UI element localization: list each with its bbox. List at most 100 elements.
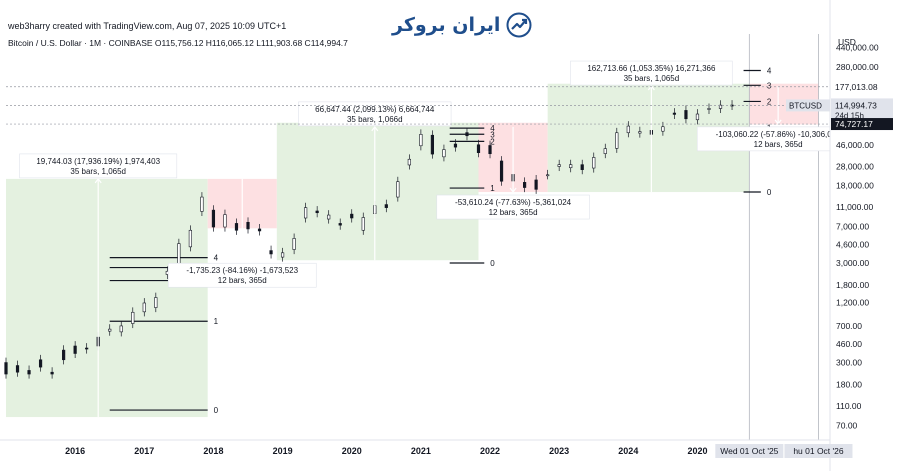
candle[interactable] [569,164,573,169]
candle[interactable] [626,125,630,134]
measure-arrowhead [509,187,517,194]
candle[interactable] [85,347,89,350]
year-tick-label: 2017 [134,446,154,456]
candle[interactable] [154,297,158,308]
candle[interactable] [27,370,31,375]
candle[interactable] [177,243,181,266]
price-tick-label: 11,000.00 [836,202,873,212]
candle[interactable] [304,207,308,219]
candle[interactable] [292,238,296,250]
candle[interactable] [695,113,700,121]
fib-level-label: 0 [767,188,772,197]
candle[interactable] [592,157,596,169]
symbol-ohlc-info: Bitcoin / U.S. Dollar · 1M · COINBASE O1… [8,38,348,48]
candle[interactable] [211,209,216,228]
up-zone [276,122,479,261]
bottom-price-tag-bg [831,118,893,131]
measure-line2: 35 bars, 1,065d [624,74,680,83]
candle[interactable] [661,126,665,132]
candle[interactable] [407,158,411,166]
up-zone [6,178,208,418]
candle[interactable] [200,196,204,212]
fib-level-label: 4 [767,66,772,75]
candle[interactable] [257,228,262,232]
candle[interactable] [580,164,584,170]
measure-line1: -53,610.24 (-77.63%) -5,361,024 [455,198,572,207]
price-tick-label: 700.00 [836,321,862,331]
candle[interactable] [534,179,538,190]
candle[interactable] [707,108,711,110]
candle[interactable] [280,252,285,258]
price-tick-label: 46,000.00 [836,140,874,150]
candle[interactable] [488,145,492,155]
price-axis-background [830,0,900,471]
candle[interactable] [419,134,423,147]
candle[interactable] [142,302,146,313]
candle[interactable] [361,217,365,231]
price-tick-label: 180.00 [836,380,862,390]
price-tick-label: 280,000.00 [836,62,879,72]
candle[interactable] [465,132,469,137]
symbol-tag: BTCUSD [789,101,822,110]
candle[interactable] [615,132,619,149]
candle[interactable] [672,112,677,115]
brand-logo: ایران بروکر [392,10,532,40]
candle[interactable] [50,371,54,375]
price-tick-label: 28,000.00 [836,161,874,171]
fib-level-label: 1 [214,317,219,326]
candle[interactable] [62,349,66,361]
candle[interactable] [442,149,446,158]
measure-line2: 12 bars, 365d [489,208,538,217]
candle[interactable] [38,359,43,368]
candle[interactable] [718,104,723,109]
candle[interactable] [557,164,561,167]
date-marker-tag: Wed 01 Oct '25 [720,446,778,456]
candle[interactable] [246,221,250,230]
candle[interactable] [546,174,550,177]
time-axis[interactable]: 2016 2017 2018 2019 2020 2021 2022 2023 2024 2020… [0,439,853,458]
candle[interactable] [684,110,688,120]
year-tick-label: 2020 [342,446,362,456]
candle[interactable] [603,148,607,154]
candle[interactable] [476,144,481,154]
candle[interactable] [188,229,192,248]
candle[interactable] [119,325,123,333]
candle[interactable] [338,223,342,226]
attribution-text: web3harry created with TradingView.com, … [8,21,287,31]
price-tick-label: 18,000.00 [836,181,874,191]
candle[interactable] [4,362,8,375]
measure-box [167,262,317,288]
year-tick-label: 2016 [65,446,85,456]
candle[interactable] [15,365,20,373]
candle[interactable] [73,345,77,354]
candle[interactable] [108,328,112,332]
candle[interactable] [384,204,388,208]
year-tick-label: 2018 [203,446,223,456]
price-tick-label: 110.00 [836,401,862,411]
price-tick-label: 1,800.00 [836,280,869,290]
candle[interactable] [350,213,354,219]
measure-arrowhead [647,85,655,91]
price-tick-label: 1,200.00 [836,298,869,308]
fib-level-label: 1 [490,184,495,193]
candle[interactable] [315,210,319,214]
measure-line1: -1,735.23 (-84.16%) -1,673,523 [186,266,298,275]
candle[interactable] [396,181,400,198]
candle[interactable] [269,250,273,255]
year-tick-label: 2022 [480,446,500,456]
candle[interactable] [638,131,642,134]
candle[interactable] [327,214,331,220]
candle[interactable] [523,182,527,188]
candle[interactable] [223,214,227,228]
measure-box [570,60,733,86]
price-tick-label: 3,000.00 [836,258,869,268]
candle[interactable] [131,311,135,324]
candle[interactable] [234,223,239,231]
price-tick-label: 460.00 [836,339,862,349]
candle[interactable] [499,160,504,182]
candle[interactable] [453,143,458,148]
candle[interactable] [430,134,435,155]
